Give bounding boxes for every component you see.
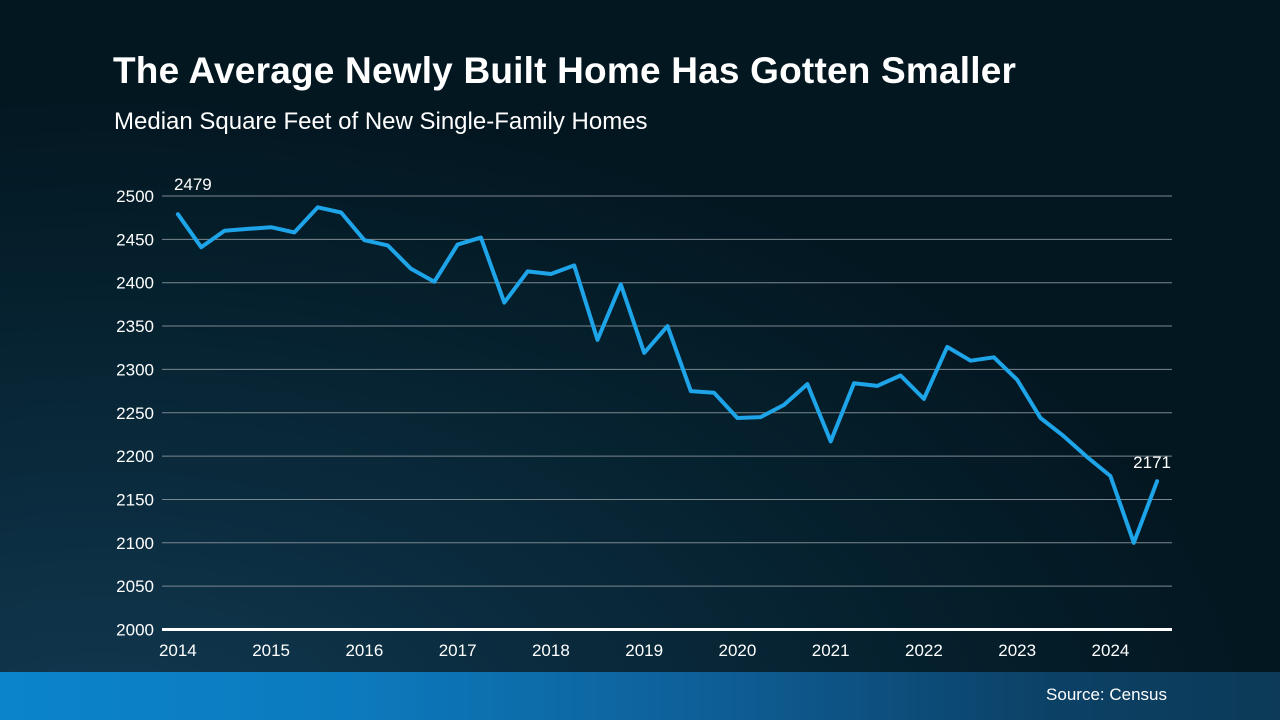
x-tick-label: 2016 <box>345 641 383 660</box>
data-point-label: 2171 <box>1133 453 1171 472</box>
y-tick-label: 2000 <box>116 621 154 640</box>
x-tick-label: 2015 <box>252 641 290 660</box>
y-tick-label: 2100 <box>116 534 154 553</box>
y-tick-label: 2400 <box>116 274 154 293</box>
x-tick-label: 2023 <box>998 641 1036 660</box>
y-tick-label: 2150 <box>116 490 154 509</box>
source-label: Source: Census <box>1046 685 1167 704</box>
y-tick-label: 2450 <box>116 230 154 249</box>
x-tick-label: 2024 <box>1092 641 1130 660</box>
x-tick-label: 2018 <box>532 641 570 660</box>
y-tick-label: 2300 <box>116 360 154 379</box>
footer-bar <box>0 672 1280 720</box>
x-tick-label: 2020 <box>718 641 756 660</box>
data-point-label: 2479 <box>174 175 212 194</box>
y-tick-label: 2500 <box>116 187 154 206</box>
y-tick-label: 2200 <box>116 447 154 466</box>
trend-line <box>175 205 1160 545</box>
page-title: The Average Newly Built Home Has Gotten … <box>113 50 1017 91</box>
x-tick-label: 2022 <box>905 641 943 660</box>
x-tick-label: 2019 <box>625 641 663 660</box>
x-tick-label: 2021 <box>812 641 850 660</box>
y-tick-label: 2350 <box>116 317 154 336</box>
y-tick-label: 2250 <box>116 404 154 423</box>
x-tick-label: 2017 <box>439 641 477 660</box>
x-tick-label: 2014 <box>159 641 197 660</box>
y-tick-label: 2050 <box>116 577 154 596</box>
page-subtitle: Median Square Feet of New Single-Family … <box>114 108 648 135</box>
